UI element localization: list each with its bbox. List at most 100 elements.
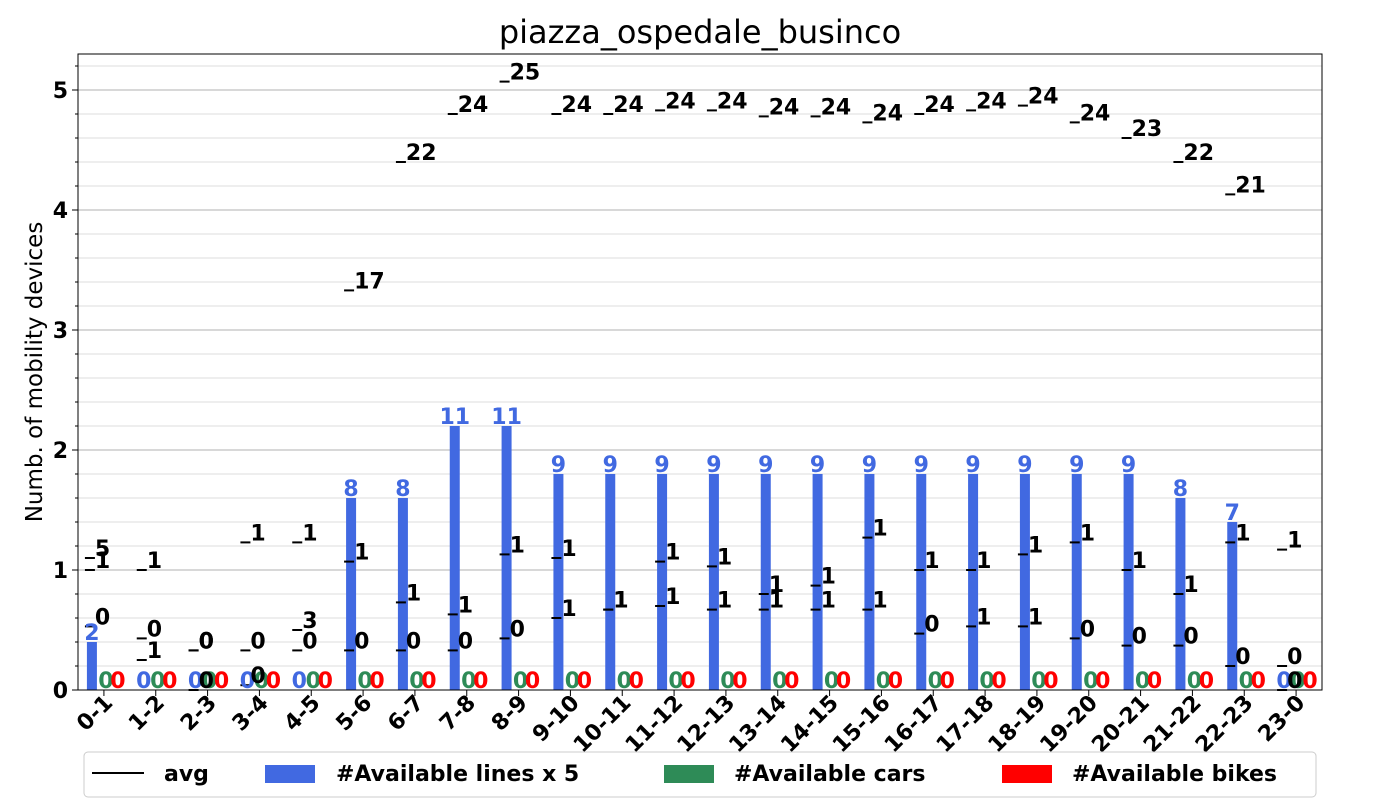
bar-value-label: 0 bbox=[772, 669, 787, 694]
avg-value-label: 0 bbox=[302, 629, 317, 654]
bar bbox=[1019, 474, 1030, 690]
avg-value-label: 21 bbox=[1235, 173, 1266, 198]
bar-value-label: 9 bbox=[706, 453, 721, 478]
x-tick-label: 17-18 bbox=[932, 691, 999, 758]
bar-value-label: 0 bbox=[214, 669, 229, 694]
bar-value-label: 0 bbox=[680, 669, 695, 694]
avg-value-label: 0 bbox=[199, 669, 214, 694]
bar bbox=[397, 498, 408, 690]
x-tick-label: 6-7 bbox=[383, 691, 429, 737]
y-axis-label: Numb. of mobility devices bbox=[22, 222, 48, 523]
bar bbox=[1227, 522, 1238, 690]
bar-value-label: 7 bbox=[1225, 501, 1240, 526]
bar-value-label: 0 bbox=[1199, 669, 1214, 694]
avg-value-label: 24 bbox=[924, 93, 955, 118]
bar bbox=[553, 474, 564, 690]
bar-value-label: 0 bbox=[240, 669, 255, 694]
x-tick-label: 19-20 bbox=[1036, 691, 1103, 758]
x-tick-label: 23-0 bbox=[1254, 691, 1311, 748]
bar-value-label: 0 bbox=[150, 669, 165, 694]
bar-value-label: 9 bbox=[758, 453, 773, 478]
avg-value-label: 1 bbox=[147, 639, 162, 664]
bar bbox=[1071, 474, 1082, 690]
avg-value-label: 0 bbox=[250, 629, 265, 654]
avg-value-label: 24 bbox=[1080, 101, 1111, 126]
avg-value-label: 1 bbox=[613, 589, 628, 614]
x-tick-label: 22-23 bbox=[1191, 691, 1258, 758]
avg-value-label: 23 bbox=[1132, 117, 1163, 142]
x-tick-label: 15-16 bbox=[828, 691, 895, 758]
bar-value-label: 0 bbox=[254, 669, 269, 694]
avg-value-label: 1 bbox=[821, 589, 836, 614]
bar-value-label: 9 bbox=[1069, 453, 1084, 478]
bar-value-label: 11 bbox=[439, 405, 470, 430]
bar bbox=[346, 498, 357, 690]
avg-value-label: 1 bbox=[821, 565, 836, 590]
bar-value-label: 9 bbox=[551, 453, 566, 478]
bar bbox=[449, 426, 460, 690]
avg-value-label: 3 bbox=[302, 609, 317, 634]
x-tick-label: 0-1 bbox=[72, 691, 118, 737]
legend-lines-label: #Available lines x 5 bbox=[336, 762, 579, 787]
bar-value-label: 8 bbox=[1173, 477, 1188, 502]
avg-value-label: 1 bbox=[1183, 573, 1198, 598]
avg-value-label: 22 bbox=[406, 141, 437, 166]
avg-value-label: 1 bbox=[1287, 529, 1302, 554]
avg-value-label: 0 bbox=[1132, 625, 1147, 650]
legend-lines-swatch bbox=[265, 765, 315, 783]
avg-value-label: 1 bbox=[561, 537, 576, 562]
grid bbox=[78, 65, 1322, 667]
bar-value-label: 0 bbox=[577, 669, 592, 694]
avg-value-label: 1 bbox=[1235, 521, 1250, 546]
x-tick-label: 8-9 bbox=[487, 691, 533, 737]
avg-value-label: 0 bbox=[458, 629, 473, 654]
bar-value-label: 8 bbox=[395, 477, 410, 502]
avg-value-label: 1 bbox=[976, 605, 991, 630]
bar-value-label: 0 bbox=[202, 669, 217, 694]
chart-title: piazza_ospedale_businco bbox=[499, 13, 901, 51]
avg-value-label: 24 bbox=[665, 89, 696, 114]
bar-value-label: 0 bbox=[136, 669, 151, 694]
avg-value-label: 24 bbox=[872, 101, 903, 126]
avg-value-label: 5 bbox=[95, 537, 110, 562]
bar bbox=[605, 474, 616, 690]
bar-value-label: 8 bbox=[343, 477, 358, 502]
bar-value-label: 0 bbox=[732, 669, 747, 694]
bar-value-label: 9 bbox=[965, 453, 980, 478]
avg-value-label: 0 bbox=[510, 617, 525, 642]
avg-value-label: 1 bbox=[613, 589, 628, 614]
bar-value-label: 0 bbox=[1135, 669, 1150, 694]
bar-value-label: 2 bbox=[84, 621, 99, 646]
bar-value-label: 0 bbox=[1290, 669, 1305, 694]
bar-value-label: 0 bbox=[1251, 669, 1266, 694]
avg-value-label: 0 bbox=[406, 629, 421, 654]
avg-value-label: 1 bbox=[354, 541, 369, 566]
legend-cars-swatch bbox=[664, 765, 714, 783]
y-ticks: 0 1 2 3 4 5 bbox=[53, 65, 78, 704]
bar-value-label: 0 bbox=[1239, 669, 1254, 694]
avg-value-label: 24 bbox=[613, 93, 644, 118]
bar-value-label: 0 bbox=[292, 669, 307, 694]
bar-value-label: 0 bbox=[266, 669, 281, 694]
avg-value-label: 1 bbox=[769, 573, 784, 598]
x-tick-label: 13-14 bbox=[725, 691, 792, 758]
bar-value-label: 9 bbox=[1017, 453, 1032, 478]
x-tick-label: 20-21 bbox=[1087, 691, 1154, 758]
avg-value-label: 0 bbox=[250, 664, 265, 689]
avg-value-label: 1 bbox=[510, 533, 525, 558]
avg-value-label: 24 bbox=[821, 95, 852, 120]
bar-value-label: 0 bbox=[784, 669, 799, 694]
data-labels: 2005100001100000000000100003108001710800… bbox=[84, 61, 1317, 694]
avg-value-label: 25 bbox=[510, 61, 541, 86]
y-tick-label: 5 bbox=[53, 79, 68, 104]
avg-value-label: 1 bbox=[717, 589, 732, 614]
bar-value-label: 0 bbox=[888, 669, 903, 694]
avg-value-label: 1 bbox=[302, 521, 317, 546]
bar-value-label: 9 bbox=[862, 453, 877, 478]
bar-value-label: 0 bbox=[98, 669, 113, 694]
bar-value-label: 0 bbox=[1147, 669, 1162, 694]
legend-bikes-label: #Available bikes bbox=[1072, 762, 1277, 787]
bar-value-label: 0 bbox=[979, 669, 994, 694]
avg-value-label: 1 bbox=[665, 585, 680, 610]
